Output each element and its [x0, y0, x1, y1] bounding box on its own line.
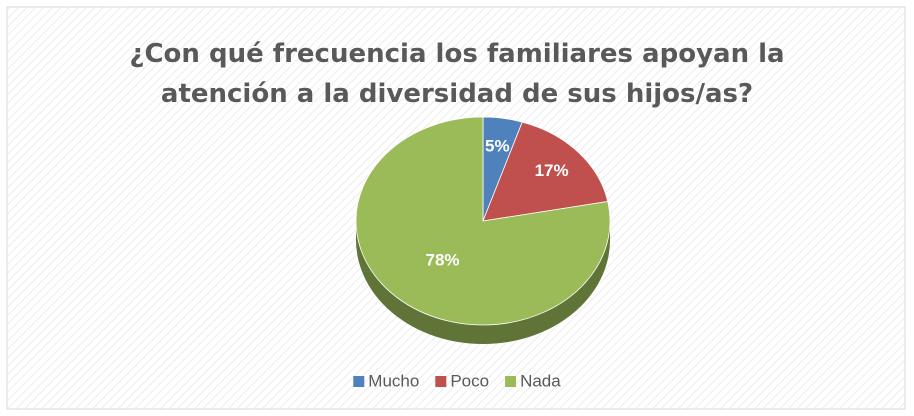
legend-swatch: [353, 376, 365, 387]
pie-slice: [355, 116, 611, 326]
pie-slice: [482, 121, 609, 222]
pie-side: [356, 221, 610, 344]
legend-label: Poco: [450, 371, 489, 390]
data-label: 78%: [426, 251, 460, 270]
legend-label: Nada: [520, 371, 561, 390]
data-label: 5%: [485, 137, 510, 156]
chart-title: ¿Con qué frecuencia los familiares apoya…: [129, 39, 785, 109]
legend-label: Mucho: [368, 371, 419, 390]
legend-swatch: [435, 376, 447, 387]
data-label: 17%: [535, 161, 569, 180]
legend-swatch: [505, 376, 517, 387]
